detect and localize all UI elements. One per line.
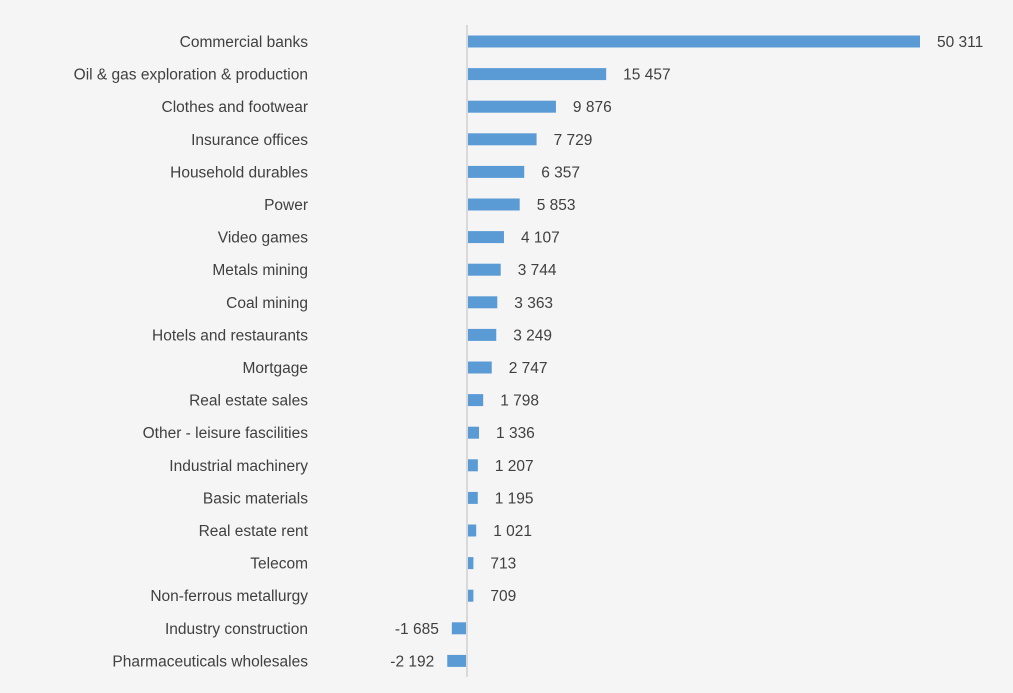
category-label: Other - leisure fascilities	[143, 425, 309, 442]
category-label: Pharmaceuticals wholesales	[112, 653, 308, 670]
category-label: Non-ferrous metallurgy	[150, 588, 308, 605]
data-label: 50 311	[937, 34, 983, 51]
data-label: 713	[490, 556, 516, 573]
category-label: Mortgage	[243, 360, 308, 377]
category-label: Coal mining	[226, 295, 308, 312]
data-label: -1 685	[395, 621, 439, 638]
bar	[467, 524, 477, 537]
bar	[467, 68, 607, 81]
bar	[467, 328, 497, 341]
category-label: Real estate rent	[199, 523, 309, 540]
data-label: 5 853	[537, 197, 576, 214]
category-label: Basic materials	[203, 490, 308, 507]
data-label: 1 195	[495, 490, 534, 507]
data-label: 3 744	[518, 262, 557, 279]
category-label: Clothes and footwear	[162, 99, 308, 116]
data-label: 9 876	[573, 99, 612, 116]
data-label: 1 021	[493, 523, 532, 540]
data-label: 709	[490, 588, 516, 605]
category-label: Power	[264, 197, 308, 214]
bar	[467, 426, 480, 439]
data-label: 6 357	[541, 164, 580, 181]
bar	[467, 133, 537, 146]
bar	[467, 557, 474, 570]
bar	[447, 654, 467, 667]
data-label: -2 192	[390, 653, 434, 670]
bar	[467, 263, 501, 276]
bar	[467, 491, 478, 504]
bar	[467, 361, 492, 374]
category-label: Telecom	[250, 556, 308, 573]
category-label: Oil & gas exploration & production	[74, 67, 308, 84]
data-label: 3 363	[514, 295, 553, 312]
bar	[467, 589, 474, 602]
category-label: Insurance offices	[191, 132, 308, 149]
category-label: Video games	[218, 230, 308, 247]
bar	[467, 459, 478, 472]
data-label: 4 107	[521, 230, 560, 247]
category-label: Hotels and restaurants	[152, 327, 308, 344]
data-label: 3 249	[513, 327, 552, 344]
category-label: Industrial machinery	[169, 458, 308, 475]
bar	[467, 231, 504, 244]
bar	[467, 165, 525, 178]
bar	[467, 296, 498, 309]
data-label: 7 729	[554, 132, 593, 149]
category-label: Commercial banks	[180, 34, 309, 51]
category-label: Real estate sales	[189, 393, 308, 410]
bar	[467, 100, 556, 113]
data-label: 15 457	[623, 67, 670, 84]
category-label: Household durables	[170, 164, 308, 181]
bar	[467, 394, 484, 407]
bar	[467, 198, 520, 211]
bar	[467, 35, 920, 48]
data-label: 1 336	[496, 425, 535, 442]
data-label: 2 747	[509, 360, 548, 377]
data-label: 1 798	[500, 393, 539, 410]
data-label: 1 207	[495, 458, 534, 475]
category-label: Industry construction	[165, 621, 308, 638]
category-label: Metals mining	[212, 262, 308, 279]
bar	[451, 622, 467, 635]
